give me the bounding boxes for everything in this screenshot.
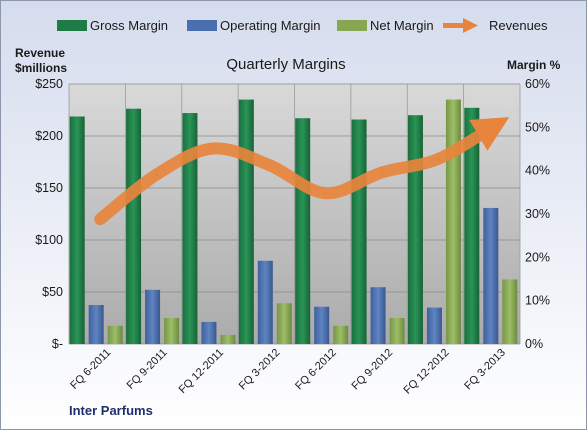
- revenue-point-5: [380, 170, 384, 174]
- bar-operating-margin-2: [201, 321, 217, 344]
- bar-gross-margin-1: [126, 108, 142, 344]
- y-left-axis-title-line2: $millions: [15, 61, 67, 75]
- y-right-tick-2: 20%: [525, 250, 550, 264]
- x-tick-1: FQ 9-2011: [125, 347, 170, 392]
- bar-net-margin-3: [276, 303, 292, 344]
- grid-lines: [68, 83, 521, 345]
- bar-net-margin-7: [502, 279, 518, 344]
- y-right-tick-0: 0%: [525, 337, 543, 351]
- y-left-tick-3: $150: [35, 181, 63, 195]
- bar-gross-margin-7: [464, 107, 480, 344]
- revenue-point-3: [267, 163, 271, 167]
- bar-operating-margin-1: [145, 289, 161, 344]
- legend-label-operating-margin: Operating Margin: [220, 18, 320, 33]
- bar-gross-margin-6: [407, 115, 423, 344]
- x-tick-0: FQ 6-2011: [68, 347, 113, 392]
- legend-item-operating-margin[interactable]: Operating Margin: [187, 18, 320, 33]
- x-tick-2: FQ 12-2011: [177, 347, 226, 396]
- revenue-point-1: [155, 172, 159, 176]
- y-right-tick-5: 50%: [525, 120, 550, 134]
- bar-gross-margin-3: [238, 99, 254, 344]
- legend-item-gross-margin[interactable]: Gross Margin: [57, 18, 168, 33]
- y-left-tick-1: $50: [42, 285, 63, 299]
- y-right-tick-3: 30%: [525, 207, 550, 221]
- y-right-tick-4: 40%: [525, 164, 550, 178]
- y-left-tick-5: $250: [35, 77, 63, 91]
- legend-item-revenues[interactable]: Revenues: [443, 18, 548, 33]
- x-tick-3: FQ 3-2012: [237, 347, 283, 393]
- y-right-tick-1: 10%: [525, 294, 550, 308]
- bar-operating-margin-0: [88, 305, 104, 344]
- bar-net-margin-4: [333, 325, 349, 344]
- revenue-line-group: [94, 117, 510, 226]
- bar-operating-margin-3: [257, 260, 273, 344]
- bar-net-margin-5: [389, 318, 405, 344]
- legend-label-net-margin: Net Margin: [370, 18, 434, 33]
- revenue-point-0: [98, 217, 102, 221]
- bar-operating-margin-4: [314, 306, 330, 344]
- y-right-axis-title: Margin %: [507, 58, 561, 72]
- legend: Gross Margin Operating Margin Net Margin…: [57, 18, 548, 33]
- legend-swatch-gross-margin: [57, 20, 87, 31]
- y-left-tick-2: $100: [35, 233, 63, 247]
- y-right-tick-6: 60%: [525, 77, 550, 91]
- bar-net-margin-2: [220, 334, 236, 344]
- bar-gross-margin-4: [295, 118, 311, 344]
- bar-operating-margin-7: [483, 207, 499, 344]
- legend-label-gross-margin: Gross Margin: [90, 18, 168, 33]
- revenue-point-6: [436, 157, 440, 161]
- revenue-point-7: [493, 124, 497, 128]
- legend-label-revenues: Revenues: [489, 18, 548, 33]
- revenue-point-4: [324, 191, 328, 195]
- x-tick-7: FQ 3-2013: [462, 347, 508, 393]
- legend-swatch-operating-margin: [187, 20, 217, 31]
- bar-operating-margin-5: [370, 287, 386, 344]
- bar-gross-margin-5: [351, 119, 367, 345]
- bar-net-margin-0: [107, 325, 123, 344]
- company-name: Inter Parfums: [69, 403, 153, 418]
- revenue-point-2: [211, 146, 215, 150]
- bar-gross-margin-0: [69, 116, 85, 344]
- x-tick-5: FQ 9-2012: [350, 347, 396, 393]
- x-tick-6: FQ 12-2012: [402, 347, 452, 397]
- y-left-tick-4: $200: [35, 129, 63, 143]
- bars-group: [69, 99, 518, 345]
- x-tick-4: FQ 6-2012: [293, 347, 339, 393]
- y-left-axis-title-line1: Revenue: [15, 46, 65, 60]
- bar-gross-margin-2: [182, 113, 198, 345]
- bar-operating-margin-6: [426, 307, 442, 344]
- chart-title: Quarterly Margins: [226, 56, 345, 73]
- legend-swatch-net-margin: [337, 20, 367, 31]
- bar-net-margin-6: [445, 99, 461, 344]
- bar-net-margin-1: [164, 318, 180, 344]
- legend-item-net-margin[interactable]: Net Margin: [337, 18, 434, 33]
- y-left-tick-0: $-: [52, 337, 63, 351]
